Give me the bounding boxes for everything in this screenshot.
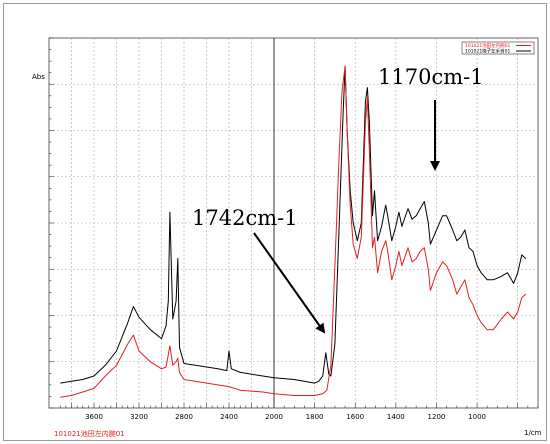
- y-axis-label: Abs: [32, 73, 45, 81]
- x-tick-label: 3600: [85, 413, 103, 421]
- legend-entry-series-1: 101021梅子左手首01: [465, 48, 511, 55]
- annotation-1742-arrow: [253, 232, 326, 334]
- legend-entry-series-2: 101021池田左内腕01: [465, 42, 511, 49]
- x-tick-labels: 3600 3200 2800 2400 2000 1800 1600 1400 1200 1000: [85, 413, 486, 421]
- x-tick-label: 2800: [175, 413, 193, 421]
- x-axis-unit: 1/cm: [524, 429, 542, 437]
- peak-annotations: 1742cm-1 1170cm-1: [192, 65, 484, 334]
- x-tick-label: 1800: [306, 413, 324, 421]
- series-layer: [60, 65, 527, 398]
- spectrum-panel: 3600 3200 2800 2400 2000 1800 1600 1400 1200 1000…: [3, 3, 547, 441]
- x-tick-label: 2000: [265, 413, 283, 421]
- legend: 101021池田左内腕01 101021梅子左手首01: [461, 41, 535, 55]
- x-tick-label: 1200: [428, 413, 446, 421]
- x-tick-label: 1400: [387, 413, 405, 421]
- series-line-1: [60, 65, 527, 384]
- x-tick-label: 1000: [468, 413, 486, 421]
- axis-ticks: [49, 37, 539, 409]
- x-tick-label: 2400: [220, 413, 238, 421]
- footer-sample-label: 101021池田左内腕01: [54, 429, 125, 438]
- annotation-1170: 1170cm-1: [378, 65, 484, 89]
- ir-spectrum-chart: 3600 3200 2800 2400 2000 1800 1600 1400 1200 1000…: [32, 37, 542, 438]
- annotation-1742: 1742cm-1: [192, 206, 298, 230]
- x-tick-label: 3200: [130, 413, 148, 421]
- series-line-2: [60, 65, 527, 398]
- x-tick-label: 1600: [346, 413, 364, 421]
